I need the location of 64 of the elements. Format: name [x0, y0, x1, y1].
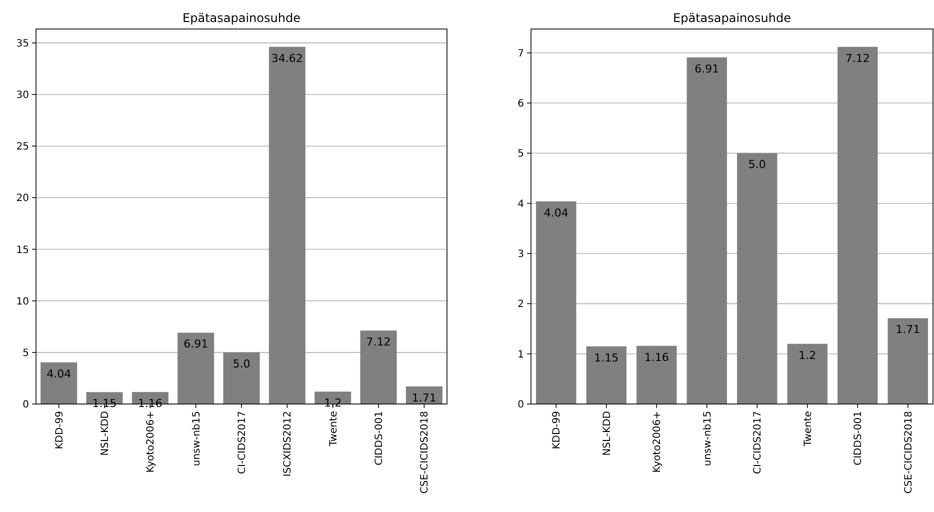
bar — [268, 46, 306, 404]
chart-title: Epätasapainosuhde — [182, 11, 300, 25]
data-label: 1.71 — [412, 391, 436, 404]
bar — [178, 332, 214, 404]
x-tick-label: Kyoto2006+ — [652, 411, 664, 473]
data-label: 6.91 — [184, 338, 208, 351]
y-tick-label: 1 — [518, 349, 524, 360]
data-label: 6.91 — [694, 62, 720, 76]
x-tick-label: CIDDS-001 — [374, 411, 385, 466]
y-tick-label: 7 — [518, 48, 524, 60]
data-label: 1.71 — [896, 323, 920, 336]
data-label: 4.04 — [544, 206, 568, 220]
bar — [888, 318, 928, 404]
bar — [223, 352, 260, 404]
bar — [838, 46, 878, 404]
x-tick-label: CIDDS-001 — [853, 411, 864, 466]
data-label: 7.12 — [845, 52, 870, 65]
y-tick-label: 25 — [16, 142, 29, 153]
x-tick-label: NSL-KDD — [100, 410, 111, 456]
y-tick-label: 4 — [518, 198, 524, 210]
x-tick-label: CSE-CICIDS2018 — [903, 411, 914, 494]
y-tick-label: 3 — [518, 249, 524, 260]
y-tick-label: 20 — [16, 193, 29, 204]
y-tick-label: 15 — [16, 244, 29, 256]
x-tick-label: Kyoto2006+ — [146, 411, 157, 473]
x-tick-label: unsw-nb15 — [191, 411, 202, 466]
x-tick-label: KDD-99 — [552, 411, 563, 450]
data-label: 1.2 — [798, 348, 816, 362]
y-tick-label: 5 — [22, 348, 29, 359]
data-label: 5.0 — [232, 357, 250, 370]
x-tick-label: CI-CIDS2017 — [237, 411, 248, 474]
data-label: 5.0 — [748, 158, 766, 172]
y-tick-label: 0 — [518, 400, 524, 410]
x-tick-label: Twente — [802, 411, 814, 448]
x-tick-label: Twente — [328, 411, 340, 448]
y-tick-label: 6 — [518, 98, 524, 110]
y-tick-label: 30 — [16, 90, 29, 102]
bar — [536, 201, 576, 404]
x-tick-label: ISCXIDS2012 — [282, 411, 294, 477]
x-tick-label: unsw-nb15 — [702, 411, 714, 466]
x-tick-label: NSL-KDD — [602, 410, 613, 456]
bar — [686, 57, 727, 404]
data-label: 1.16 — [138, 397, 162, 410]
data-label: 1.15 — [594, 351, 619, 364]
data-label: 34.62 — [271, 52, 303, 65]
data-label: 1.16 — [644, 350, 669, 364]
y-tick-label: 2 — [518, 299, 524, 310]
bar — [737, 153, 778, 404]
bar — [636, 346, 677, 404]
y-tick-label: 10 — [16, 296, 29, 308]
bar — [787, 344, 828, 404]
x-tick-label: CI-CIDS2017 — [752, 411, 764, 474]
y-tick-label: 35 — [16, 38, 29, 50]
chart-title: Epätasapainosuhde — [673, 11, 791, 25]
data-label: 1.15 — [92, 397, 117, 410]
data-label: 7.12 — [366, 336, 391, 349]
y-tick-label: 5 — [518, 148, 524, 160]
bar — [360, 330, 397, 404]
bar — [40, 362, 78, 404]
x-tick-label: CSE-CICIDS2018 — [420, 411, 431, 494]
data-label: 4.04 — [46, 367, 72, 380]
bar — [586, 346, 626, 404]
y-tick-label: 0 — [22, 400, 29, 410]
x-tick-label: KDD-99 — [54, 411, 66, 450]
